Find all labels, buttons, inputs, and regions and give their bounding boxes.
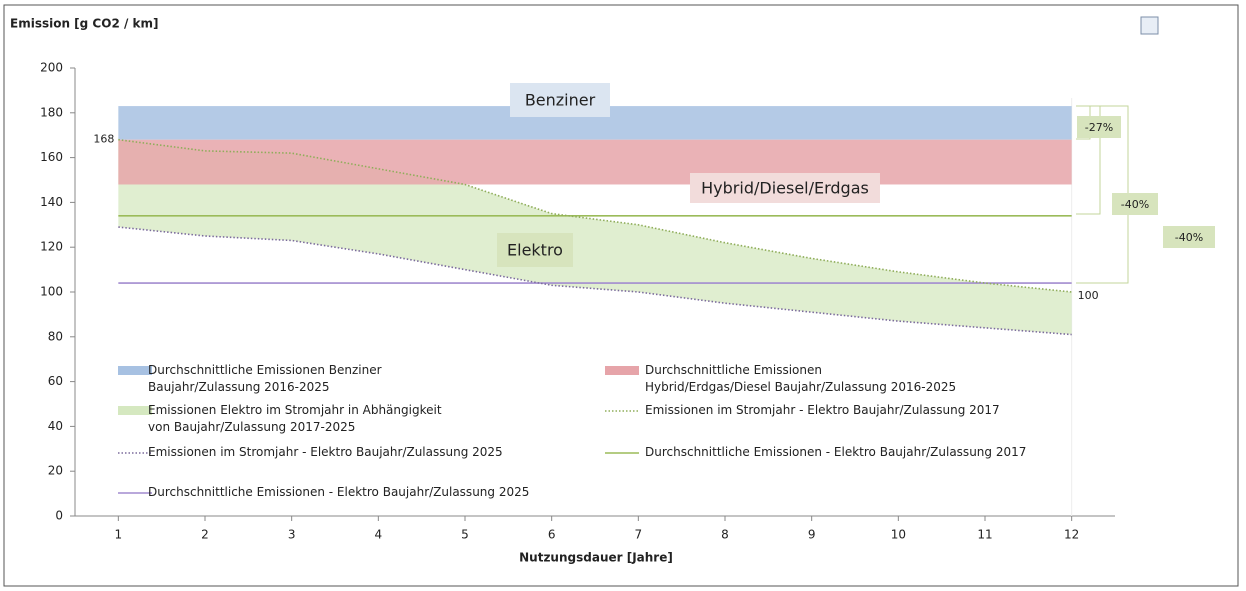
y-tick-label: 40	[48, 419, 63, 433]
annotation-box	[1077, 116, 1121, 138]
annotation: -40%	[1121, 198, 1149, 211]
chart-title: Emission [g CO2 / km]	[10, 17, 159, 31]
legend-swatch	[605, 366, 639, 375]
legend-swatch	[118, 406, 152, 415]
area	[118, 139, 1072, 335]
annotation: -40%	[1175, 231, 1203, 244]
y-tick-label: 180	[40, 105, 63, 119]
x-tick-label: 2	[201, 528, 209, 542]
x-tick-label: 3	[288, 528, 296, 542]
y-tick-label: 160	[40, 150, 63, 164]
band	[118, 139, 1072, 185]
annotation-box	[1112, 193, 1158, 215]
x-tick-label: 11	[977, 528, 992, 542]
y-tick-label: 200	[40, 61, 63, 75]
data-label: 168	[93, 133, 114, 146]
legend-label: Emissionen Elektro im Stromjahr in Abhän…	[148, 403, 442, 434]
x-tick-label: 8	[721, 528, 729, 542]
band-label: Elektro	[507, 241, 563, 260]
x-tick-label: 5	[461, 528, 469, 542]
legend-swatch	[118, 366, 152, 375]
x-tick-label: 9	[808, 528, 816, 542]
y-tick-label: 0	[55, 509, 63, 523]
x-tick-label: 1	[115, 528, 123, 542]
band-label-box	[690, 173, 880, 203]
band-label-box	[497, 233, 573, 267]
y-tick-label: 120	[40, 240, 63, 254]
band-label: Hybrid/Diesel/Erdgas	[701, 179, 869, 198]
x-tick-label: 4	[375, 528, 383, 542]
y-tick-label: 60	[48, 374, 63, 388]
data-label: 100	[1078, 289, 1099, 302]
legend-label: Durchschnittliche Emissionen Benziner Ba…	[148, 363, 382, 394]
y-tick-label: 20	[48, 464, 63, 478]
legend-label: Durchschnittliche Emissionen Hybrid/Erdg…	[645, 363, 957, 394]
legend-label: Emissionen im Stromjahr - Elektro Baujah…	[645, 403, 1000, 417]
x-tick-label: 10	[891, 528, 906, 542]
x-tick-label: 7	[635, 528, 643, 542]
y-tick-label: 80	[48, 329, 63, 343]
legend-label: Emissionen im Stromjahr - Elektro Baujah…	[148, 445, 503, 459]
x-tick-label: 12	[1064, 528, 1079, 542]
annotation: -27%	[1085, 121, 1113, 134]
y-tick-label: 140	[40, 195, 63, 209]
annotation-box	[1163, 226, 1215, 248]
x-axis-label: Nutzungsdauer [Jahre]	[519, 551, 673, 565]
x-tick-label: 6	[548, 528, 556, 542]
legend-label: Durchschnittliche Emissionen - Elektro B…	[645, 445, 1027, 459]
legend-label: Durchschnittliche Emissionen - Elektro B…	[148, 485, 530, 499]
icon[interactable]	[1140, 16, 1159, 35]
band-label: Benziner	[525, 91, 596, 110]
y-tick-label: 100	[40, 285, 63, 299]
band-label-box	[510, 83, 610, 117]
